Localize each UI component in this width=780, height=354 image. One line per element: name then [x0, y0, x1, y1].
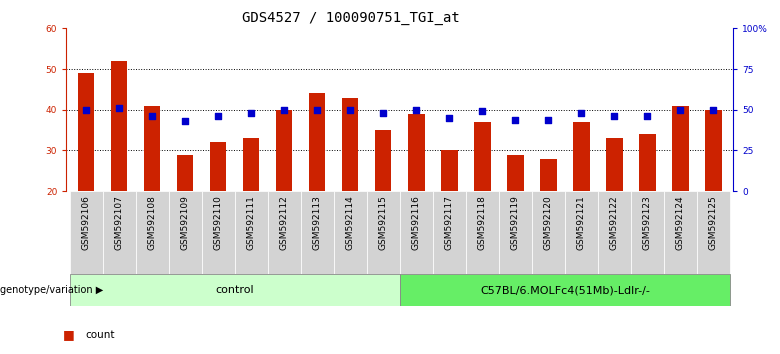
Text: GSM592123: GSM592123	[643, 195, 652, 250]
Text: GSM592108: GSM592108	[147, 195, 157, 250]
Bar	[268, 191, 301, 274]
Point	[608, 113, 621, 119]
Text: GSM592111: GSM592111	[246, 195, 256, 250]
Text: GSM592109: GSM592109	[181, 195, 190, 250]
Point	[278, 107, 290, 113]
Point	[707, 107, 720, 113]
Bar	[210, 142, 226, 191]
Text: ■: ■	[62, 328, 74, 341]
Text: GSM592106: GSM592106	[82, 195, 90, 250]
Text: genotype/variation ▶: genotype/variation ▶	[0, 285, 103, 295]
Point	[641, 113, 654, 119]
Bar	[697, 191, 730, 274]
Point	[146, 113, 158, 119]
Text: GSM592120: GSM592120	[544, 195, 553, 250]
Bar	[606, 138, 622, 191]
Point	[344, 107, 356, 113]
Point	[212, 113, 225, 119]
Bar	[540, 159, 557, 191]
Point	[245, 110, 257, 116]
Bar	[408, 114, 424, 191]
Text: GSM592114: GSM592114	[346, 195, 355, 250]
Bar	[111, 61, 127, 191]
Point	[311, 107, 324, 113]
Bar	[498, 191, 532, 274]
Bar	[243, 138, 260, 191]
Text: GSM592119: GSM592119	[511, 195, 519, 250]
Text: GSM592113: GSM592113	[313, 195, 321, 250]
Bar	[69, 274, 399, 306]
Point	[542, 117, 555, 122]
Bar	[342, 97, 359, 191]
Point	[674, 107, 686, 113]
Bar	[69, 191, 103, 274]
Bar	[474, 122, 491, 191]
Bar	[367, 191, 399, 274]
Bar	[375, 130, 392, 191]
Point	[113, 105, 126, 111]
Bar	[334, 191, 367, 274]
Bar	[276, 110, 292, 191]
Bar	[235, 191, 268, 274]
Bar	[301, 191, 334, 274]
Bar	[565, 191, 597, 274]
Text: GSM592118: GSM592118	[478, 195, 487, 250]
Bar	[78, 73, 94, 191]
Text: GSM592122: GSM592122	[610, 195, 619, 250]
Bar	[399, 274, 730, 306]
Point	[509, 117, 522, 122]
Bar	[573, 122, 590, 191]
Point	[377, 110, 389, 116]
Bar	[177, 154, 193, 191]
Bar	[136, 191, 168, 274]
Text: GSM592124: GSM592124	[676, 195, 685, 250]
Text: GSM592110: GSM592110	[214, 195, 222, 250]
Bar	[705, 110, 722, 191]
Text: control: control	[215, 285, 254, 295]
Point	[476, 109, 488, 114]
Text: GSM592112: GSM592112	[280, 195, 289, 250]
Point	[410, 107, 423, 113]
Text: GSM592121: GSM592121	[577, 195, 586, 250]
Bar	[144, 105, 161, 191]
Bar	[507, 154, 523, 191]
Text: GSM592117: GSM592117	[445, 195, 454, 250]
Text: GSM592107: GSM592107	[115, 195, 123, 250]
Point	[443, 115, 456, 121]
Text: GSM592125: GSM592125	[709, 195, 718, 250]
Point	[80, 107, 92, 113]
Bar	[639, 134, 656, 191]
Bar	[672, 105, 689, 191]
Bar	[441, 150, 458, 191]
Point	[575, 110, 587, 116]
Bar	[168, 191, 202, 274]
Bar	[399, 191, 433, 274]
Point	[179, 118, 191, 124]
Bar	[103, 191, 136, 274]
Text: GSM592116: GSM592116	[412, 195, 420, 250]
Bar	[664, 191, 697, 274]
Bar	[433, 191, 466, 274]
Text: count: count	[86, 330, 115, 339]
Text: GSM592115: GSM592115	[379, 195, 388, 250]
Bar	[597, 191, 631, 274]
Bar	[532, 191, 565, 274]
Bar	[631, 191, 664, 274]
Bar	[466, 191, 498, 274]
Bar	[202, 191, 235, 274]
Bar	[309, 93, 325, 191]
Text: GDS4527 / 100090751_TGI_at: GDS4527 / 100090751_TGI_at	[242, 11, 460, 25]
Text: C57BL/6.MOLFc4(51Mb)-Ldlr-/-: C57BL/6.MOLFc4(51Mb)-Ldlr-/-	[480, 285, 650, 295]
